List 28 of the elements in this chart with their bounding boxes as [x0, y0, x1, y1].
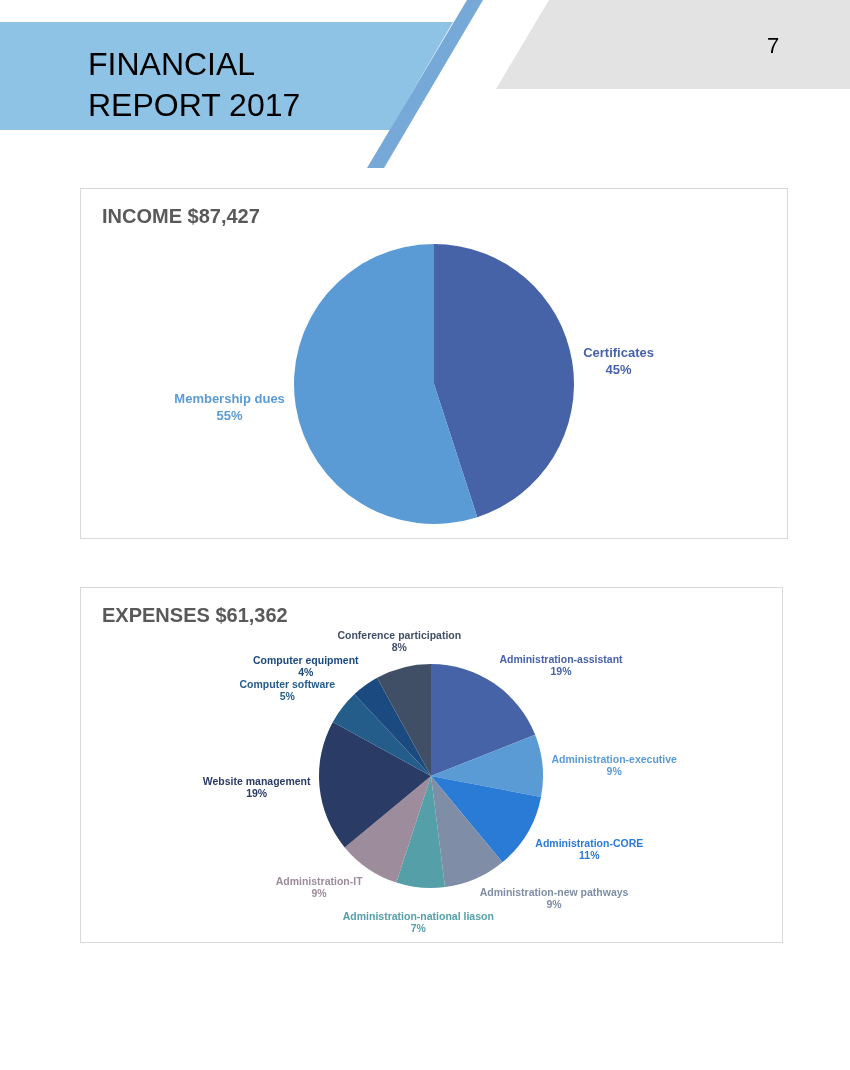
text: 7: [767, 33, 780, 59]
chart-title: EXPENSES $61,362: [102, 604, 288, 626]
text: FINANCIAL REPORT 2017: [88, 45, 302, 125]
data-label: 55%: [216, 408, 244, 424]
slice-label: Administration-assistant: [499, 652, 624, 665]
slice-label: Conference participation: [337, 628, 462, 641]
slice-label: Administration-executive: [551, 752, 678, 765]
slice-label: Computer equipment: [253, 653, 360, 666]
slice-label: Certificates: [583, 344, 654, 360]
slice-label: Membership dues: [174, 391, 285, 407]
data-label: 9%: [606, 764, 623, 777]
data-label: 5%: [279, 690, 296, 703]
slice-label: Administration-new pathways: [479, 886, 629, 899]
data-label: 45%: [605, 361, 632, 377]
data-label: 9%: [311, 887, 328, 900]
data-label: 19%: [246, 787, 268, 800]
chart-title: INCOME $87,427: [102, 205, 260, 227]
data-label: 7%: [410, 922, 427, 935]
data-label: 8%: [391, 640, 408, 653]
data-label: 11%: [579, 849, 601, 862]
slice-label: Administration-national liason: [342, 910, 494, 923]
slice-label: Computer software: [239, 678, 336, 691]
data-label: 9%: [546, 898, 563, 911]
data-label: 4%: [298, 665, 315, 678]
slice-label: Website management: [202, 775, 312, 788]
slice-label: Administration-IT: [275, 875, 364, 888]
data-label: 19%: [550, 664, 573, 677]
slice-label: Administration-CORE: [535, 837, 644, 850]
